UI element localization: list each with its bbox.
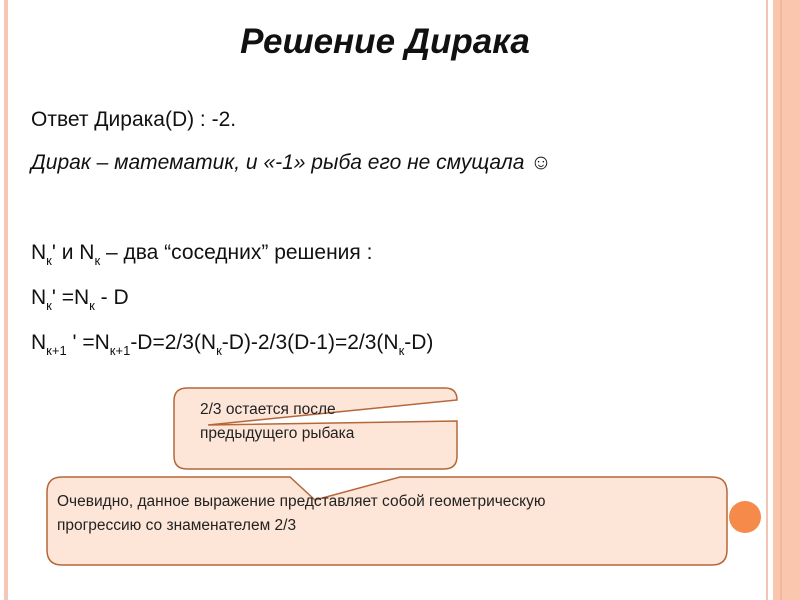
left-border-stripe xyxy=(4,0,8,600)
subscript: к+1 xyxy=(109,343,131,358)
formula-text: - D xyxy=(94,286,129,309)
subscript: к xyxy=(94,253,101,268)
subscript: к+1 xyxy=(46,343,67,358)
formula-text: N xyxy=(31,286,47,309)
formula-text: -D)-2/3(D-1)=2/3(N xyxy=(221,331,399,354)
callout-2-line-2: прогрессию со знаменателем 2/3 xyxy=(57,517,297,534)
callout-1-line-2: предыдущего рыбака xyxy=(200,425,355,442)
formula-text: – два “соседних” решения : xyxy=(100,241,373,264)
right-border-band-stripe xyxy=(780,0,782,600)
formula-text: -D) xyxy=(404,331,434,354)
callout-2-line-1: Очевидно, данное выражение представляет … xyxy=(57,493,546,510)
answer-line: Ответ Дирака(D) : -2. xyxy=(31,108,237,131)
slide-title: Решение Дирака xyxy=(240,22,530,61)
formula-text: N xyxy=(31,241,47,264)
subscript: к xyxy=(216,343,222,358)
formula-text: N xyxy=(31,331,47,354)
right-border-line xyxy=(766,0,768,600)
formula-line-3: Nк+1 ' =Nк+1-D=2/3(Nк-D)-2/3(D-1)=2/3(Nк… xyxy=(31,331,433,358)
callout-2-text: Очевидно, данное выражение представляет … xyxy=(57,490,546,538)
formula-line-1: Nк' и Nк – два “соседних” решения : xyxy=(31,241,372,268)
subscript: к xyxy=(46,298,52,313)
right-border-band xyxy=(773,0,800,600)
comment-line: Дирак – математик, и «-1» рыба его не см… xyxy=(31,151,552,174)
callout-1-line-1: 2/3 остается после xyxy=(200,401,336,418)
callout-1-shape xyxy=(173,387,458,470)
formula-text: ' =N xyxy=(66,331,110,354)
callout-1-text: 2/3 остается после предыдущего рыбака xyxy=(200,398,354,446)
subscript: к xyxy=(89,298,95,313)
formula-line-2: Nк' =Nк - D xyxy=(31,286,129,313)
formula-text: ' =N xyxy=(51,286,90,309)
orange-dot xyxy=(729,501,761,533)
subscript: к xyxy=(398,343,405,358)
callout-2-shape xyxy=(46,476,728,566)
formula-text: -D=2/3(N xyxy=(130,331,217,354)
formula-text: ' и N xyxy=(51,241,95,264)
subscript: к xyxy=(46,253,52,268)
